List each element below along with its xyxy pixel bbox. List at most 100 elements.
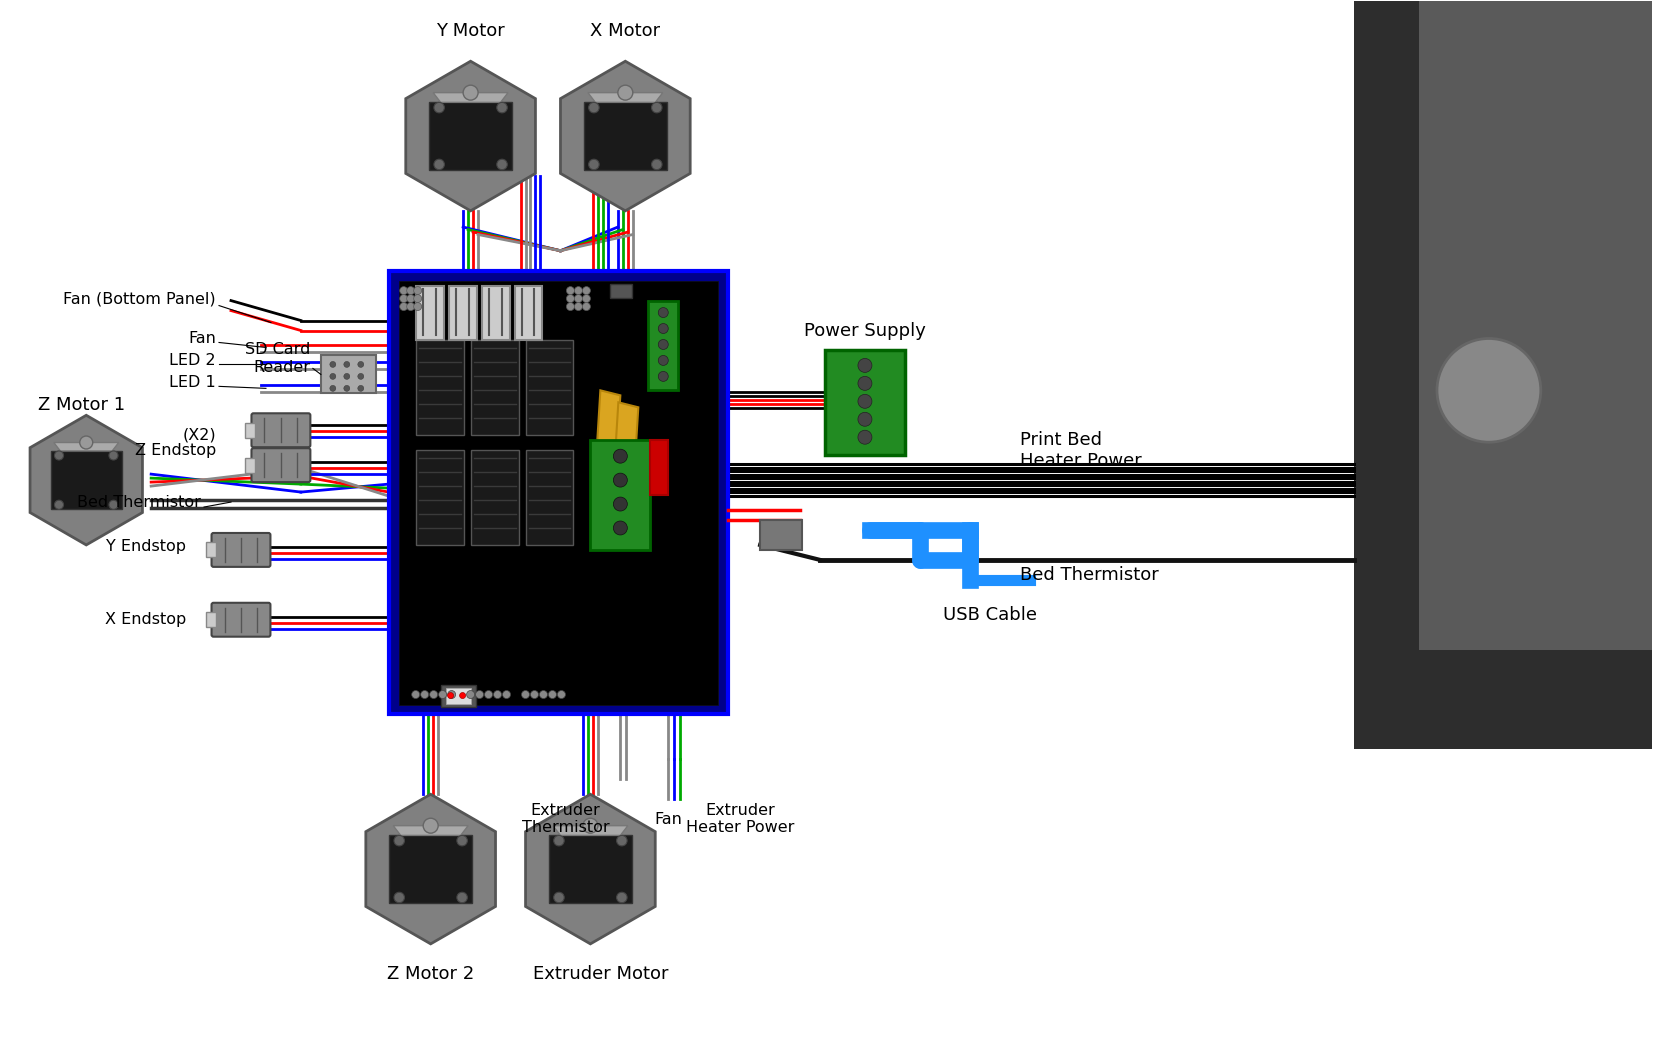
Circle shape <box>539 690 547 699</box>
Circle shape <box>554 835 564 846</box>
Circle shape <box>344 373 350 380</box>
Circle shape <box>407 294 415 302</box>
Bar <box>590 440 650 550</box>
Circle shape <box>413 287 422 294</box>
Bar <box>398 281 717 704</box>
Circle shape <box>420 690 428 699</box>
Polygon shape <box>30 415 142 544</box>
Circle shape <box>331 385 336 391</box>
Bar <box>441 684 476 706</box>
Circle shape <box>494 690 501 699</box>
Circle shape <box>407 302 415 311</box>
Circle shape <box>651 160 663 170</box>
Circle shape <box>456 892 468 903</box>
Polygon shape <box>526 795 655 944</box>
Circle shape <box>503 690 511 699</box>
Circle shape <box>575 287 582 294</box>
Text: SD Card
Reader: SD Card Reader <box>246 342 311 374</box>
Text: Z Motor 1: Z Motor 1 <box>38 396 126 414</box>
Bar <box>481 286 509 340</box>
FancyBboxPatch shape <box>212 603 271 636</box>
Bar <box>415 451 463 544</box>
Circle shape <box>466 690 474 699</box>
Text: (X2): (X2) <box>182 428 217 442</box>
Text: Print Bed
Heater Power: Print Bed Heater Power <box>1020 431 1142 469</box>
Circle shape <box>55 501 63 509</box>
Circle shape <box>613 498 628 511</box>
Circle shape <box>521 690 529 699</box>
Text: Bed Thermistor: Bed Thermistor <box>1020 566 1159 584</box>
Circle shape <box>617 835 626 846</box>
Circle shape <box>357 373 364 380</box>
Circle shape <box>55 451 63 460</box>
Circle shape <box>357 385 364 391</box>
Circle shape <box>407 287 415 294</box>
Circle shape <box>400 302 408 311</box>
Bar <box>388 271 729 714</box>
FancyBboxPatch shape <box>251 413 311 447</box>
Bar <box>526 340 574 435</box>
Polygon shape <box>560 62 691 211</box>
Circle shape <box>331 373 336 380</box>
Text: Power Supply: Power Supply <box>803 321 926 340</box>
Bar <box>205 542 215 557</box>
Bar <box>415 286 443 340</box>
Circle shape <box>651 102 663 113</box>
Circle shape <box>331 362 336 367</box>
Bar <box>1418 1 1651 650</box>
Bar <box>446 687 471 704</box>
Circle shape <box>109 451 117 460</box>
Text: LED 2: LED 2 <box>169 353 217 368</box>
Bar <box>650 440 668 495</box>
Circle shape <box>582 294 590 302</box>
Bar <box>648 300 678 390</box>
Circle shape <box>109 501 117 509</box>
Circle shape <box>617 892 626 903</box>
Circle shape <box>658 323 668 334</box>
Bar <box>471 451 519 544</box>
Text: X Endstop: X Endstop <box>104 612 187 627</box>
Bar <box>1354 1 1651 749</box>
Text: X Motor: X Motor <box>590 22 661 41</box>
Text: Extruder
Thermistor: Extruder Thermistor <box>522 803 610 835</box>
Circle shape <box>448 693 453 699</box>
Circle shape <box>448 690 456 699</box>
Circle shape <box>588 160 598 170</box>
Circle shape <box>438 690 446 699</box>
Text: Z Motor 2: Z Motor 2 <box>387 965 474 983</box>
Polygon shape <box>549 835 631 903</box>
Circle shape <box>531 690 539 699</box>
Circle shape <box>567 302 575 311</box>
Text: Y Motor: Y Motor <box>436 22 504 41</box>
Bar <box>514 286 542 340</box>
Circle shape <box>658 371 668 382</box>
Circle shape <box>575 294 582 302</box>
Circle shape <box>412 690 420 699</box>
Circle shape <box>400 294 408 302</box>
Polygon shape <box>430 102 512 170</box>
Circle shape <box>588 102 598 113</box>
FancyBboxPatch shape <box>251 448 311 482</box>
Circle shape <box>584 818 598 833</box>
Circle shape <box>618 86 633 100</box>
Circle shape <box>613 522 628 535</box>
Circle shape <box>476 690 484 699</box>
Circle shape <box>658 356 668 365</box>
Circle shape <box>613 450 628 463</box>
Circle shape <box>1436 339 1541 442</box>
Polygon shape <box>615 403 638 472</box>
Bar <box>610 284 633 297</box>
Circle shape <box>433 160 445 170</box>
Polygon shape <box>433 93 507 102</box>
Polygon shape <box>588 93 663 102</box>
Circle shape <box>575 302 582 311</box>
Circle shape <box>658 308 668 317</box>
Circle shape <box>357 362 364 367</box>
Circle shape <box>658 339 668 349</box>
Circle shape <box>858 377 871 390</box>
Polygon shape <box>390 835 471 903</box>
Polygon shape <box>554 826 628 835</box>
Text: Z Endstop: Z Endstop <box>136 442 217 458</box>
Circle shape <box>456 835 468 846</box>
Polygon shape <box>405 62 536 211</box>
